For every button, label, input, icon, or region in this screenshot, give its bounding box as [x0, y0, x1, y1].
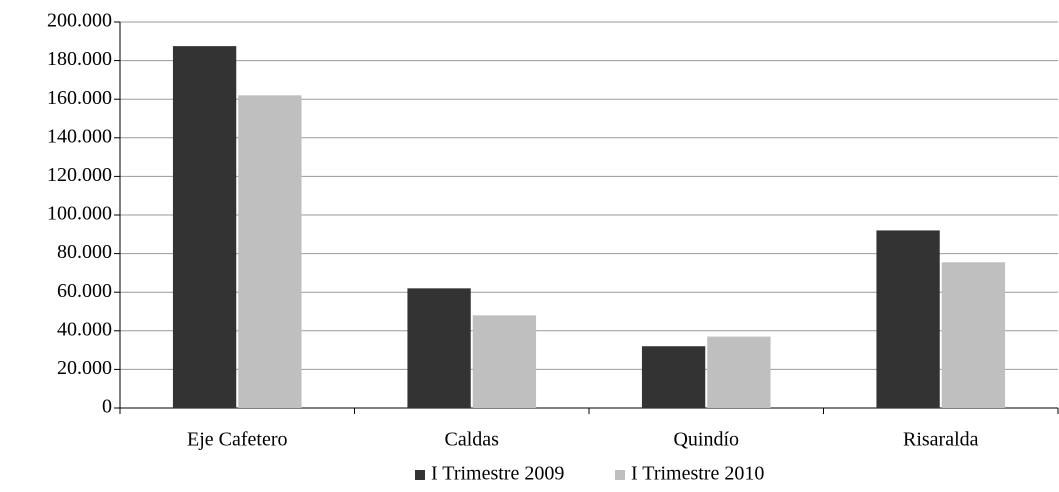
x-tick-label: Quindío: [673, 429, 739, 451]
y-tick-label: 100.000: [47, 203, 112, 225]
legend-label: I Trimestre 2010: [631, 463, 764, 485]
x-tick-label: Risaralda: [903, 429, 979, 451]
legend-label: I Trimestre 2009: [431, 463, 564, 485]
y-tick-label: 180.000: [47, 48, 112, 70]
y-tick-label: 40.000: [57, 318, 112, 340]
y-tick-label: 140.000: [47, 125, 112, 147]
y-tick-label: 0: [102, 396, 112, 418]
bar: [472, 315, 537, 408]
bar: [941, 262, 1006, 408]
y-tick-label: 60.000: [57, 280, 112, 302]
x-tick-label: Eje Cafetero: [187, 429, 288, 451]
y-tick-label: 160.000: [47, 87, 112, 109]
bar: [407, 288, 471, 408]
bar: [707, 336, 771, 408]
y-tick-label: 200.000: [47, 10, 112, 32]
y-tick-label: 80.000: [57, 241, 112, 263]
y-tick-label: 120.000: [47, 164, 112, 186]
bar: [172, 46, 237, 408]
bar: [641, 346, 706, 408]
legend-swatch: [615, 470, 625, 480]
y-tick-label: 20.000: [57, 357, 112, 379]
bar: [238, 95, 302, 408]
x-tick-label: Caldas: [445, 429, 500, 451]
legend-swatch: [415, 470, 425, 480]
bar: [876, 230, 940, 408]
